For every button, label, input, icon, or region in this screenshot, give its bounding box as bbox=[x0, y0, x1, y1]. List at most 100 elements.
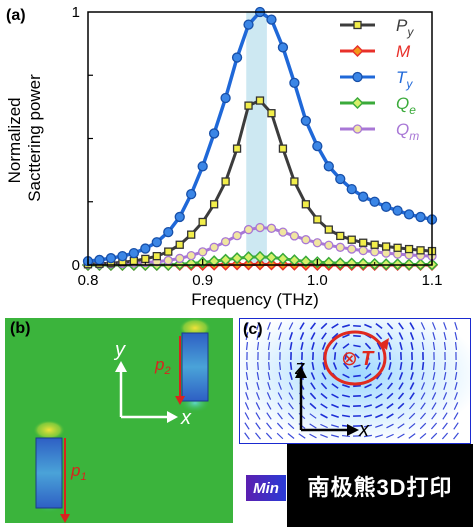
data-point-T_y bbox=[335, 173, 346, 185]
vector-arrow bbox=[397, 433, 405, 439]
toroidal-symbol: ⊗ bbox=[341, 348, 358, 370]
vector-arrow bbox=[255, 402, 261, 410]
data-point-P_y bbox=[301, 200, 311, 209]
data-point-P_y bbox=[255, 96, 265, 105]
vector-arrow bbox=[420, 392, 426, 400]
data-point-T_y bbox=[266, 14, 277, 25]
vector-arrow bbox=[244, 412, 250, 420]
data-point-Q_m bbox=[186, 250, 196, 261]
vector-arrow bbox=[410, 341, 414, 351]
y-axis-arrowhead bbox=[115, 361, 127, 372]
vector-arrow bbox=[244, 402, 250, 410]
data-point-T_y bbox=[105, 253, 117, 264]
data-point-Q_m bbox=[255, 222, 265, 233]
data-point-Q_m bbox=[358, 245, 368, 256]
x-axis-title: Frequency (THz) bbox=[191, 290, 319, 309]
scattering-power-chart: (a) 0.8 0.9 1.0 1.1 0 1 Py M Ty Qe Qm Frequency (T… bbox=[5, 4, 443, 309]
data-point-T_y bbox=[140, 243, 151, 254]
vector-arrow bbox=[375, 332, 383, 340]
vector-arrow bbox=[321, 332, 327, 340]
vector-arrow bbox=[277, 412, 283, 420]
vector-arrow bbox=[375, 393, 383, 399]
vector-arrow bbox=[375, 403, 383, 409]
vector-arrow bbox=[310, 332, 316, 340]
vector-arrow bbox=[353, 374, 361, 378]
x-tick-label: 1.1 bbox=[422, 272, 443, 289]
vector-arrow bbox=[398, 382, 404, 390]
vector-arrow bbox=[442, 422, 448, 430]
vector-arrow bbox=[287, 433, 295, 439]
data-point-P_y bbox=[381, 242, 391, 251]
p2-label: p2 bbox=[154, 355, 171, 377]
vector-arrow bbox=[342, 324, 350, 328]
vector-arrow bbox=[364, 434, 372, 438]
vector-arrow bbox=[409, 332, 415, 340]
vector-arrow bbox=[432, 342, 436, 350]
vector-arrow bbox=[397, 392, 405, 400]
vector-arrow bbox=[419, 412, 427, 420]
vector-arrow bbox=[386, 433, 394, 439]
vector-arrow bbox=[364, 323, 372, 329]
vector-arrow bbox=[331, 413, 339, 419]
colorbar-min-label: Min bbox=[246, 475, 286, 501]
data-point-P_y bbox=[313, 215, 322, 224]
axis-y-label: y bbox=[113, 339, 126, 361]
axis-z-label: z bbox=[294, 357, 305, 379]
vector-arrow bbox=[288, 402, 294, 410]
vector-arrow bbox=[420, 402, 426, 410]
data-point-T_y bbox=[94, 254, 105, 266]
data-point-Q_e bbox=[185, 257, 198, 270]
z-axis-arrowhead bbox=[295, 366, 307, 378]
field-hotspot bbox=[33, 420, 65, 440]
data-point-Q_m bbox=[301, 235, 311, 245]
legend-label-M: M bbox=[396, 42, 411, 61]
vector-arrow bbox=[419, 422, 427, 430]
vector-arrow bbox=[410, 372, 414, 380]
vector-arrow bbox=[310, 382, 316, 390]
vector-arrow bbox=[288, 392, 294, 400]
vector-arrow bbox=[443, 382, 447, 390]
data-point-Q_m bbox=[266, 223, 277, 233]
vector-arrow bbox=[441, 432, 449, 440]
data-point-Q_m bbox=[163, 255, 173, 266]
vector-arrow bbox=[431, 412, 437, 420]
vector-arrow bbox=[256, 371, 260, 381]
data-point-P_y bbox=[221, 177, 230, 186]
vector-arrow bbox=[342, 384, 350, 388]
y-axis-title-line1: Normalized bbox=[5, 97, 24, 183]
legend-label-Q_e: Qe bbox=[396, 94, 416, 117]
vector-arrow bbox=[433, 362, 435, 370]
vector-arrow bbox=[331, 403, 339, 409]
legend-marker-M bbox=[351, 44, 364, 58]
vector-arrow bbox=[244, 422, 250, 430]
vector-arrow bbox=[278, 382, 282, 390]
vector-arrow bbox=[256, 341, 260, 351]
vector-arrow bbox=[397, 413, 405, 419]
data-point-P_y bbox=[324, 225, 333, 234]
vector-arrow bbox=[408, 433, 416, 439]
data-point-Q_e bbox=[208, 255, 221, 268]
data-point-Q_m bbox=[220, 237, 231, 247]
vector-arrow bbox=[309, 423, 317, 429]
data-point-T_y bbox=[323, 161, 334, 172]
vector-arrow bbox=[245, 341, 249, 351]
vector-arrow bbox=[386, 423, 394, 429]
data-point-T_y bbox=[151, 237, 162, 248]
vector-arrow bbox=[320, 413, 328, 419]
vector-arrow bbox=[331, 434, 339, 438]
vector-arrow bbox=[454, 382, 458, 390]
vector-arrow bbox=[267, 382, 271, 390]
vector-arrow bbox=[311, 362, 315, 370]
vector-arrow bbox=[277, 322, 283, 330]
vector-arrow bbox=[244, 432, 250, 440]
vector-arrow bbox=[387, 372, 393, 380]
vector-arrow bbox=[409, 322, 415, 330]
vector-arrow bbox=[375, 413, 383, 419]
vector-arrow bbox=[453, 422, 459, 430]
vector-arrow bbox=[397, 423, 405, 429]
vector-arrow bbox=[430, 432, 438, 440]
vector-arrow bbox=[453, 412, 459, 420]
data-point-T_y bbox=[346, 183, 357, 195]
vector-arrow bbox=[256, 332, 260, 340]
vector-arrow bbox=[255, 422, 261, 430]
